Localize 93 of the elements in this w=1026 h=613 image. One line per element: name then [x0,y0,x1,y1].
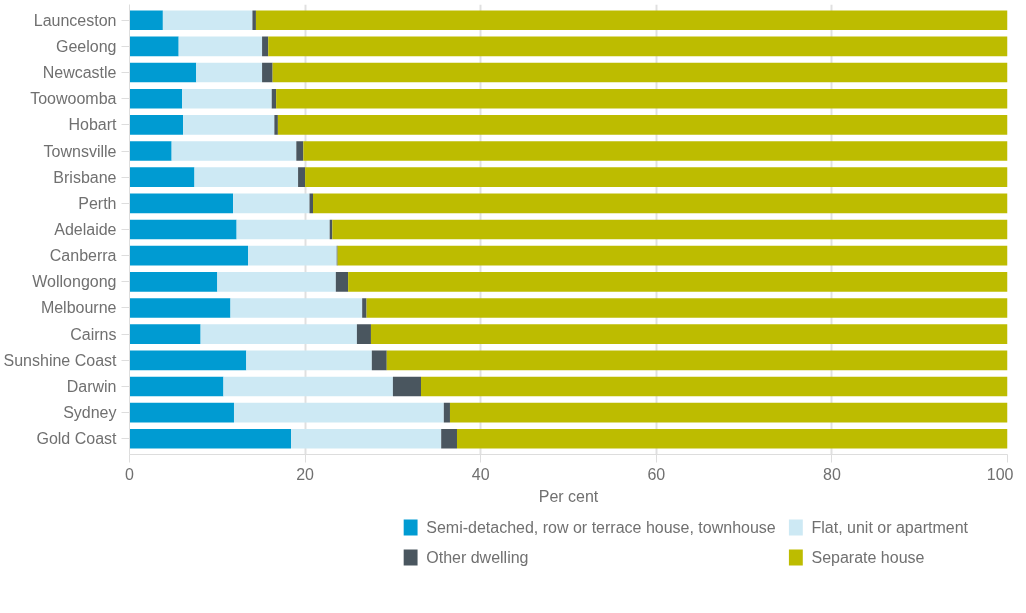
x-tick-label: 60 [647,465,666,483]
bar [217,272,336,292]
bar [248,245,337,266]
y-tick-label: Canberra [49,247,117,265]
y-tick-label: Sydney [63,404,117,422]
bar [313,193,1008,214]
bar [421,376,1008,397]
bar [129,428,292,449]
bar [303,141,1008,161]
bar [277,115,1008,135]
x-tick-label: 40 [471,465,490,483]
bar [129,62,197,83]
bar [262,36,269,57]
bar [337,245,1008,266]
x-tick-label: 100 [986,465,1014,483]
bar [129,402,234,423]
bar [392,376,421,397]
bar [129,167,195,187]
bar [268,36,1008,57]
bar [162,10,253,31]
bar [246,350,372,371]
y-tick-label: Gold Coast [36,430,118,448]
bar [276,88,1008,109]
bar [129,324,201,344]
y-tick-label: Brisbane [53,168,117,186]
bar [129,10,163,31]
bar [366,298,1008,318]
bar [272,62,1008,83]
y-tick-label: Cairns [70,325,117,343]
bar [456,428,1008,449]
x-tick-label: 80 [823,465,841,483]
y-tick-label: Hobart [68,116,118,134]
bar [129,272,218,292]
bar [371,350,387,371]
bar [441,428,457,449]
bar [233,193,310,214]
y-tick-label: Darwin [66,377,117,395]
bar [305,167,1008,187]
bar [356,324,371,344]
bar [182,88,272,109]
bar [443,402,450,423]
y-tick-label: Toowoomba [30,90,117,108]
bar [129,36,179,57]
bar [296,141,304,161]
y-tick-label: Melbourne [40,299,117,317]
bar [291,428,442,449]
y-tick-label: Newcastle [42,64,117,82]
bar [129,88,183,109]
bar [449,402,1008,423]
bar [262,62,273,83]
bar [129,350,247,371]
y-tick-label: Perth [78,194,117,212]
bar [171,141,297,161]
bar [129,245,249,266]
bar [348,272,1008,292]
bar [236,219,330,240]
bar [129,219,237,240]
bar [194,167,299,187]
y-tick-label: Wollongong [32,273,117,291]
bar [200,324,357,344]
legend-label: Separate house [811,549,925,566]
bar [252,10,256,31]
bar [386,350,1008,371]
bar [332,219,1008,240]
bar [298,167,306,187]
bar [196,62,263,83]
x-tick-label: 0 [125,465,135,483]
legend-label: Flat, unit or apartment [811,519,969,536]
bar [255,10,1008,31]
bar [129,298,231,318]
bar [129,376,224,397]
x-tick-label: 20 [296,465,315,483]
y-tick-label: Sunshine Coast [3,351,118,369]
bar [223,376,393,397]
bar [230,298,363,318]
y-tick-label: Townsville [43,142,117,160]
bar [362,298,367,318]
bar [129,141,172,161]
x-axis-title: Per cent [538,487,599,505]
bar [370,324,1008,344]
bar [335,272,349,292]
legend-label: Other dwelling [426,549,529,566]
y-tick-label: Geelong [56,37,117,55]
bar [129,115,184,135]
y-tick-label: Launceston [33,11,117,29]
bar [274,115,278,135]
bar [183,115,275,135]
y-tick-label: Adelaide [54,221,117,238]
bar [233,402,444,423]
bar [178,36,263,57]
legend-label: Semi-detached, row or terrace house, townhouse [426,519,776,536]
bar [309,193,313,214]
bar [129,193,234,214]
